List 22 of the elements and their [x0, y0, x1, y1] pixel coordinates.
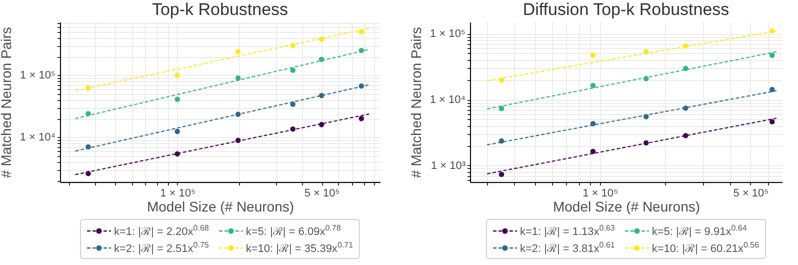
legend-label: k=2: |ℛ| = 3.81x$^{0.61}$	[520, 240, 615, 255]
y-tick-label: 1 × 10³	[430, 160, 466, 172]
x-tick-label: 1 × 10⁵	[582, 188, 618, 200]
legend-label: k=2: |ℛ| = 2.51x$^{0.75}$	[114, 240, 209, 255]
x-tick-label: 5 × 10⁵	[733, 188, 769, 200]
x-tick-label: 1 × 10⁵	[160, 188, 196, 200]
legend-label: k=1: |ℛ| = 1.13x$^{0.63}$	[520, 223, 615, 238]
legend-label: k=10: |ℛ| = 60.21x$^{0.56}$	[652, 240, 760, 255]
legend-label: k=1: |ℛ| = 2.20x$^{0.68}$	[114, 223, 209, 238]
chart-title: Diffusion Top-k Robustness	[522, 0, 730, 20]
x-axis-title: Model Size (# Neurons)	[552, 198, 700, 214]
legend-label: k=5: |ℛ| = 9.91x$^{0.64}$	[652, 223, 747, 238]
x-tick-label: 5 × 10⁵	[304, 188, 340, 200]
x-axis-title: Model Size (# Neurons)	[146, 198, 294, 214]
legend-label: k=10: |ℛ| = 35.39x$^{0.71}$	[246, 240, 354, 255]
legend-label: k=5: |ℛ| = 6.09x$^{0.78}$	[246, 223, 341, 238]
y-tick-label: 1 × 10⁵	[430, 28, 466, 40]
y-tick-label: 1 × 10⁴	[20, 132, 56, 144]
chart-title: Top-k Robustness	[152, 0, 288, 20]
y-axis-title: # Matched Neuron Pairs	[0, 27, 14, 178]
y-axis-title: # Matched Neuron Pairs	[408, 27, 424, 178]
y-tick-label: 1 × 10⁴	[430, 94, 466, 106]
